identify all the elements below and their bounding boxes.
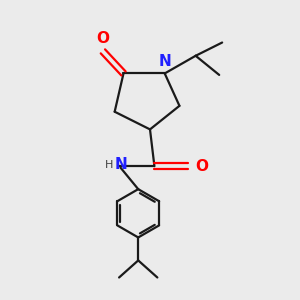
Text: N: N [159, 54, 172, 69]
Text: O: O [195, 159, 208, 174]
Text: O: O [96, 31, 110, 46]
Text: N: N [114, 157, 127, 172]
Text: H: H [105, 160, 113, 170]
